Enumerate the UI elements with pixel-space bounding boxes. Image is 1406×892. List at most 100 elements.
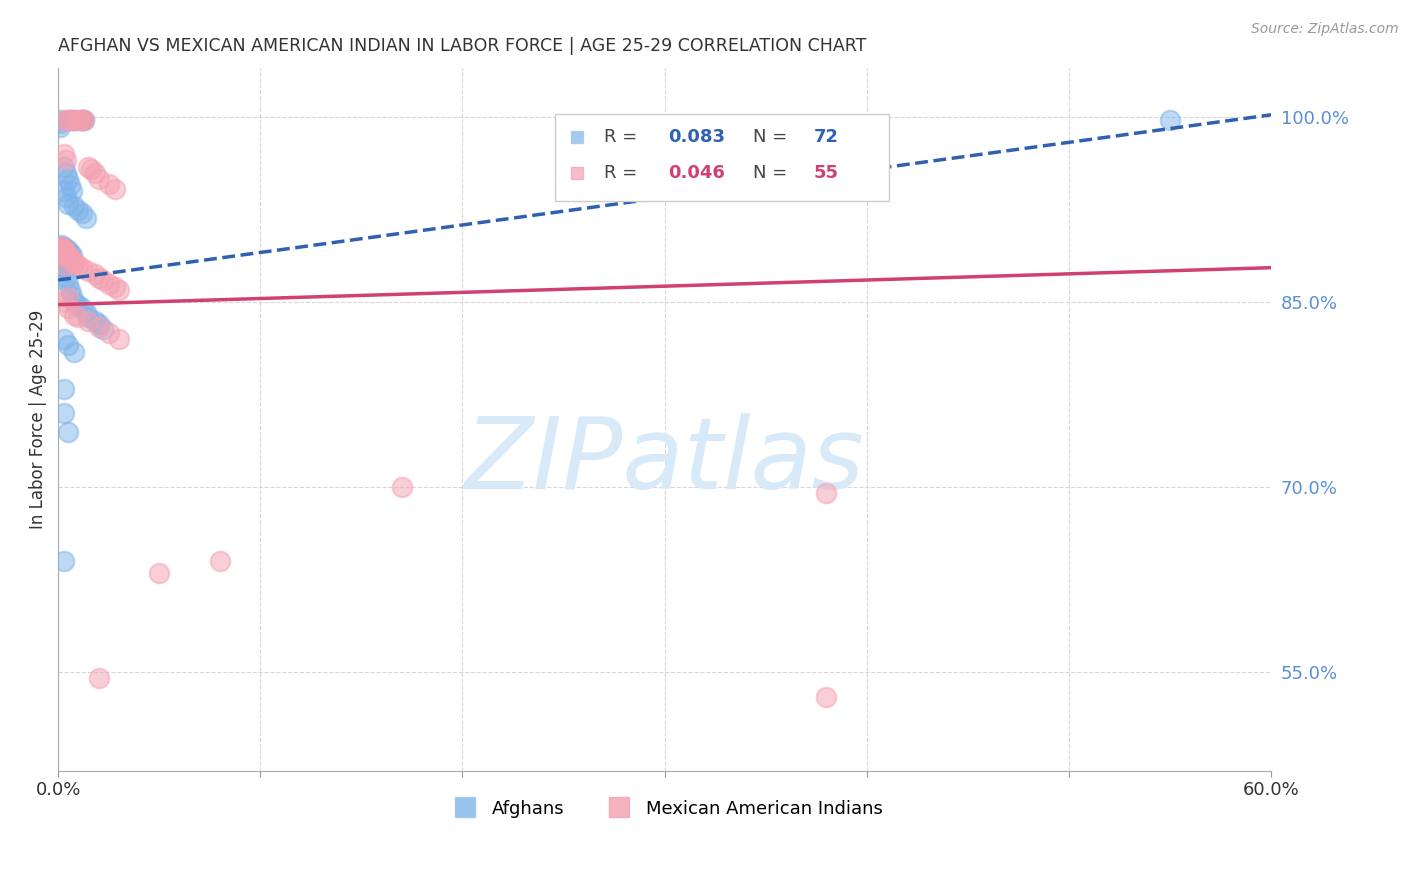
Point [49,238,72,252]
Point [912,295,935,310]
Point [63,308,86,322]
Point [51,240,73,254]
Point [53,244,76,259]
Point [55,258,77,272]
Point [1159,112,1181,127]
Text: N =: N = [754,164,793,182]
Point [51,244,73,258]
Point [67,310,90,324]
Point [87,318,110,332]
Point [108,332,131,346]
Point [49,116,72,130]
Point [73,112,96,127]
Point [53,406,76,420]
Point [79,162,101,177]
Point [58,172,80,186]
Point [63,295,86,310]
Point [58,425,80,439]
Point [72,206,94,220]
Point [58,290,80,304]
Point [55,242,77,256]
Point [72,260,94,275]
Point [91,273,114,287]
Point [104,280,127,294]
Text: 72: 72 [814,128,839,145]
Point [87,270,110,285]
Point [53,250,76,264]
Point [72,301,94,316]
Point [53,554,76,568]
Point [63,256,86,270]
Point [72,112,94,127]
Point [59,178,82,192]
Text: R =: R = [605,128,643,145]
Point [53,252,76,266]
Point [53,382,76,396]
Point [49,112,72,127]
Point [63,255,86,269]
Point [49,252,72,266]
Point [83,166,105,180]
Text: ZIPatlas: ZIPatlas [465,413,865,510]
Text: 0.046: 0.046 [668,164,725,182]
Point [58,244,80,258]
Point [208,554,231,568]
Point [51,240,73,254]
Point [58,248,80,262]
Point [59,283,82,297]
Point [97,326,120,340]
Point [77,310,100,324]
Point [83,314,105,328]
Point [91,322,114,336]
Point [53,332,76,346]
Point [53,147,76,161]
Point [55,246,77,260]
Point [55,153,77,168]
Point [69,112,91,127]
Point [59,112,82,127]
Point [58,277,80,291]
Point [87,319,110,334]
Point [49,254,72,268]
Point [87,671,110,685]
Point [58,338,80,352]
Legend: Afghans, Mexican American Indians: Afghans, Mexican American Indians [440,792,890,825]
Point [60,289,83,303]
Point [815,690,838,704]
Point [108,283,131,297]
Point [53,184,76,198]
Point [55,250,77,264]
Point [63,112,86,127]
Point [72,112,94,127]
Text: AFGHAN VS MEXICAN AMERICAN INDIAN IN LABOR FORCE | AGE 25-29 CORRELATION CHART: AFGHAN VS MEXICAN AMERICAN INDIAN IN LAB… [58,37,866,55]
Point [49,242,72,256]
Point [76,305,98,319]
Text: 55: 55 [814,164,839,182]
Point [87,172,110,186]
Point [63,199,86,213]
Point [77,314,100,328]
Point [97,177,120,191]
Point [67,258,90,272]
Point [49,257,72,271]
Point [58,112,80,127]
Point [59,251,82,265]
Point [83,267,105,281]
Point [73,112,96,127]
Point [53,264,76,278]
Point [59,246,82,260]
Point [815,486,838,500]
Point [77,264,100,278]
Point [58,301,80,316]
Point [49,240,72,254]
Point [97,277,120,291]
Point [51,247,73,261]
Point [53,240,76,254]
Point [58,112,80,127]
Point [60,184,83,198]
Point [55,190,77,204]
Point [49,120,72,135]
Point [51,244,73,258]
Text: N =: N = [754,128,793,145]
Point [912,231,935,245]
